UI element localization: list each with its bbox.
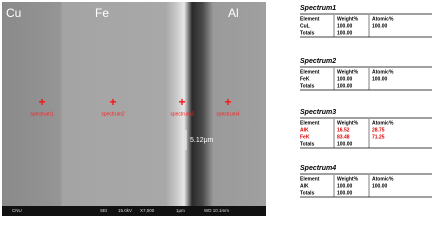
table-title: Spectrum4: [300, 165, 336, 172]
table-title: Spectrum3: [300, 109, 336, 116]
table-header: Weight%: [337, 69, 359, 75]
table-cell: Totals: [300, 190, 315, 196]
table-title: Spectrum1: [300, 5, 336, 12]
marker-label: spectrum4: [216, 111, 240, 117]
table-header: Atomic%: [372, 69, 394, 75]
marker-cross: +: [109, 95, 116, 109]
table-header: Element: [300, 16, 320, 22]
table-cell: 28.75: [372, 127, 385, 133]
table-cell: 16.52: [337, 127, 350, 133]
info-bar: [2, 206, 266, 216]
table-cell: FeK: [300, 76, 310, 82]
table-header: Atomic%: [372, 16, 394, 22]
table-cell: 100.00: [337, 141, 353, 147]
table-header: Element: [300, 176, 320, 182]
table-cell: AlK: [300, 183, 309, 189]
table-cell: 100.00: [337, 30, 353, 36]
table-cell: CuL: [300, 23, 310, 29]
table-cell: 100.00: [372, 76, 388, 82]
table-cell: 100.00: [372, 23, 388, 29]
table-header: Atomic%: [372, 176, 394, 182]
table-cell: Totals: [300, 83, 315, 89]
micrograph: [2, 2, 266, 206]
marker-label: spectrum1: [30, 111, 54, 117]
info-text: X7,000: [140, 208, 155, 213]
table-cell: 100.00: [337, 183, 353, 189]
table-cell: FeK: [300, 134, 310, 140]
measurement: 5.12μm: [190, 137, 214, 144]
sem-image: [2, 2, 266, 216]
table-cell: Totals: [300, 141, 315, 147]
image-text: Cu Fe Al + spectrum1 + spectrum2 + spectrum3 + spe…: [6, 6, 240, 213]
table-header: Weight%: [337, 16, 359, 22]
table-cell: 83.48: [337, 134, 350, 140]
marker-label: spectrum2: [101, 111, 125, 117]
table-header: Element: [300, 69, 320, 75]
table-title: Spectrum2: [300, 58, 336, 65]
info-text: CNU: [12, 208, 22, 213]
region-label: Cu: [6, 6, 21, 20]
region-label: Fe: [95, 6, 109, 20]
info-text: SEI: [100, 208, 107, 213]
table-cell: Totals: [300, 30, 315, 36]
info-text: 15.0kV: [118, 208, 132, 213]
table-header: Element: [300, 120, 320, 126]
marker-cross: +: [38, 95, 45, 109]
table-cell: 100.00: [372, 183, 388, 189]
table-cell: 100.00: [337, 190, 353, 196]
table-header: Weight%: [337, 176, 359, 182]
marker-label: spectrum3: [170, 111, 194, 117]
table-header: Weight%: [337, 120, 359, 126]
info-text: WD 10.1mm: [204, 208, 229, 213]
table-cell: AlK: [300, 127, 309, 133]
table-cell: 100.00: [337, 83, 353, 89]
table-header: Atomic%: [372, 120, 394, 126]
marker-cross: +: [178, 95, 185, 109]
table-cell: 100.00: [337, 23, 353, 29]
table-cell: 71.25: [372, 134, 385, 140]
region-label: Al: [228, 6, 239, 20]
marker-cross: +: [224, 95, 231, 109]
figure: Cu Fe Al + spectrum1 + spectrum2 + spectrum3 + spe…: [2, 2, 432, 216]
info-text: 1μm: [176, 208, 185, 213]
table-cell: 100.00: [337, 76, 353, 82]
